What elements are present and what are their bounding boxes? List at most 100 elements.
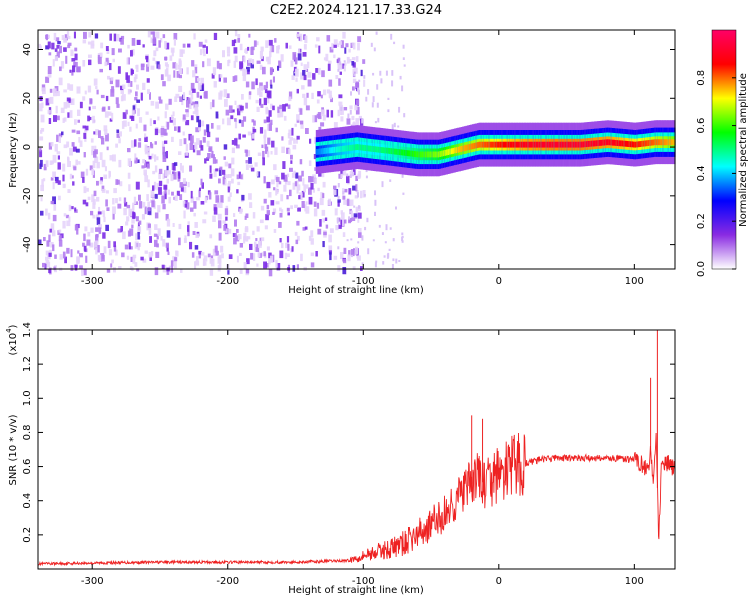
ridge-cell: [395, 148, 398, 155]
noise-cell: [136, 268, 140, 272]
noise-cell: [140, 92, 143, 101]
noise-cell: [348, 250, 351, 257]
noise-cell: [353, 205, 356, 208]
noise-cell: [255, 244, 260, 252]
ridge-cell: [670, 139, 673, 146]
noise-cell: [132, 212, 136, 219]
noise-cell: [87, 115, 90, 122]
noise-cell: [295, 172, 299, 179]
noise-cell: [122, 231, 126, 240]
noise-cell: [135, 65, 139, 69]
noise-cell: [226, 93, 230, 99]
noise-cell: [145, 111, 149, 115]
noise-cell: [39, 103, 43, 112]
noise-cell: [129, 228, 134, 236]
noise-cell: [196, 150, 201, 156]
noise-cell: [276, 189, 279, 194]
noise-cell: [174, 260, 177, 269]
noise-cell: [112, 206, 116, 214]
noise-cell: [45, 160, 49, 167]
noise-cell: [245, 102, 248, 109]
noise-cell: [89, 243, 94, 248]
noise-cell: [259, 51, 264, 59]
noise-cell: [151, 153, 154, 159]
noise-cell: [199, 95, 202, 99]
noise-cell: [248, 193, 252, 200]
ridge-cell: [437, 151, 440, 158]
noise-cell: [121, 252, 125, 258]
ridge-cell: [358, 144, 361, 151]
noise-cell: [357, 212, 362, 219]
noise-cell: [188, 133, 192, 141]
ridge-cell: [600, 139, 603, 146]
ridge-cell: [499, 141, 502, 148]
ridge-cell: [512, 141, 515, 148]
noise-cell: [333, 54, 336, 59]
noise-cell: [333, 44, 337, 48]
noise-cell: [147, 201, 150, 209]
noise-cell: [182, 186, 187, 193]
noise-cell: [357, 173, 361, 179]
ridge-cell: [501, 141, 504, 148]
noise-cell: [292, 182, 296, 190]
noise-cell: [298, 175, 302, 182]
ridge-cell: [647, 140, 650, 146]
ridge-cell: [506, 141, 509, 148]
noise-cell: [223, 174, 226, 183]
noise-cell: [130, 50, 133, 57]
noise-cell: [263, 136, 267, 145]
noise-cell: [131, 49, 135, 56]
noise-cell: [74, 264, 78, 268]
noise-cell: [127, 172, 131, 179]
ridge-cell: [434, 151, 437, 158]
noise-cell: [218, 74, 221, 82]
noise-cell: [208, 146, 213, 152]
noise-cell: [186, 67, 189, 75]
noise-cell: [250, 167, 255, 172]
y-tick-label: -20: [22, 188, 33, 204]
noise-cell: [255, 238, 258, 242]
noise-cell: [75, 159, 78, 166]
noise-cell: [71, 70, 74, 76]
noise-cell: [342, 232, 346, 237]
ridge-cell: [611, 139, 614, 146]
ridge-cell: [424, 151, 427, 158]
noise-cell: [120, 87, 124, 95]
ridge-cell: [598, 140, 601, 146]
noise-cell: [127, 57, 130, 65]
noise-cell: [194, 64, 198, 68]
ridge-cell: [566, 141, 569, 148]
noise-cell: [153, 37, 156, 45]
noise-cell: [199, 49, 203, 56]
noise-cell: [119, 181, 123, 187]
noise-cell: [191, 60, 195, 67]
noise-cell: [378, 224, 381, 228]
noise-cell: [88, 59, 92, 66]
ridge-cell: [328, 147, 331, 154]
ridge-cell: [442, 150, 445, 157]
noise-cell: [186, 99, 190, 108]
noise-cell: [385, 224, 388, 231]
noise-cell: [265, 40, 269, 48]
ridge-cell: [602, 139, 605, 146]
noise-cell: [265, 146, 269, 154]
noise-cell: [137, 243, 140, 251]
noise-cell: [355, 81, 359, 88]
ridge-cell: [502, 141, 505, 148]
noise-cell: [187, 228, 190, 237]
noise-cell: [67, 44, 71, 49]
ridge-cell: [353, 144, 356, 151]
noise-cell: [179, 96, 183, 102]
noise-cell: [287, 181, 291, 186]
noise-cell: [41, 179, 44, 187]
noise-cell: [347, 254, 351, 262]
noise-cell: [70, 249, 73, 258]
noise-cell: [202, 136, 206, 143]
noise-cell: [78, 161, 81, 165]
noise-cell: [160, 38, 163, 43]
ridge-cell: [517, 141, 520, 148]
noise-cell: [161, 125, 165, 130]
noise-cell: [203, 255, 208, 262]
noise-cell: [135, 233, 138, 241]
noise-cell: [69, 110, 73, 118]
